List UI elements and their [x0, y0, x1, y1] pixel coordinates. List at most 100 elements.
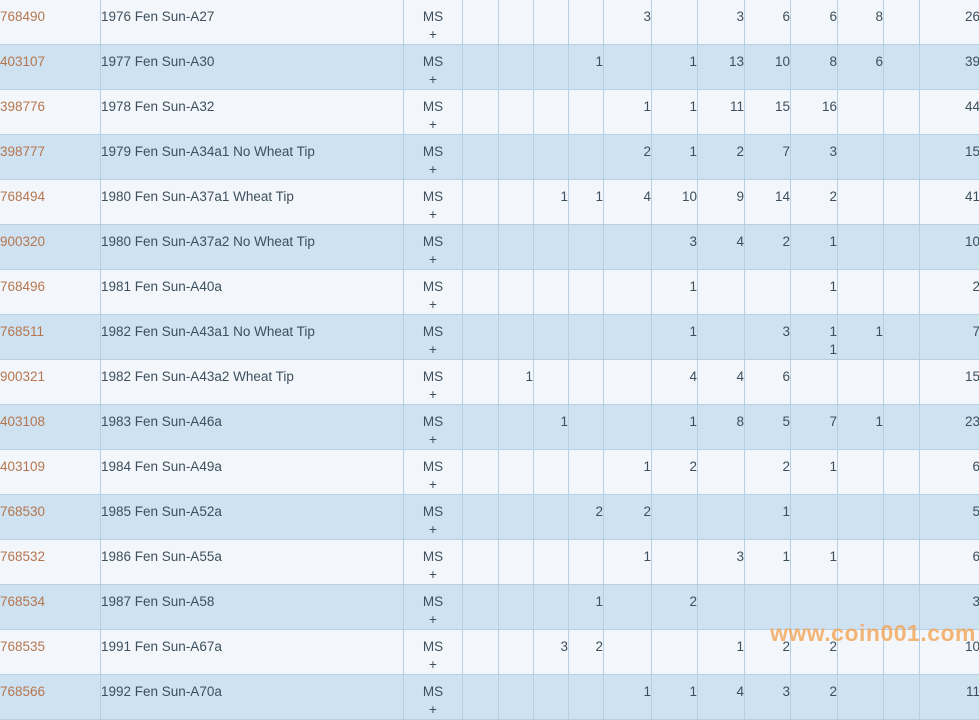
total-cell: 26: [920, 0, 979, 45]
designation-label: MS: [404, 412, 462, 431]
grade-count-value: 1: [652, 682, 697, 701]
grade-count-value: 4: [698, 682, 744, 701]
grade-count-cell: 1: [652, 135, 698, 180]
grade-count-cell: [534, 45, 569, 90]
cert-id-link[interactable]: 768511: [0, 324, 44, 339]
grade-count-value: 2: [652, 592, 697, 611]
grade-count-value: 1: [791, 457, 837, 476]
cert-id-link[interactable]: 768490: [0, 9, 45, 24]
grade-count-cell: 1: [534, 405, 569, 450]
grade-designation-cell: MS+: [404, 270, 463, 315]
coin-description: 1986 Fen Sun-A55a: [101, 540, 404, 585]
cert-id-link[interactable]: 403108: [0, 414, 45, 429]
grade-count-cell: [698, 495, 745, 540]
grade-count-cell: [499, 225, 534, 270]
grade-count-cell: [534, 135, 569, 180]
grade-count-cell: [534, 675, 569, 720]
grade-count-value: 1: [838, 412, 883, 431]
cert-id-link[interactable]: 398776: [0, 99, 45, 114]
grade-count-cell: [534, 0, 569, 45]
cert-id-link[interactable]: 900320: [0, 234, 45, 249]
grade-count-value: 8: [698, 412, 744, 431]
grade-count-cell: [652, 495, 698, 540]
grade-count-cell: [569, 360, 604, 405]
grade-count-cell: 1: [604, 450, 652, 495]
grade-count-cell: [463, 450, 499, 495]
grade-count-cell: [499, 405, 534, 450]
cert-id-link[interactable]: 768566: [0, 684, 45, 699]
designation-label: MS: [404, 142, 462, 161]
grade-count-cell: [569, 540, 604, 585]
total-cell: 7: [920, 315, 979, 360]
grade-count-value: 1: [652, 412, 697, 431]
grade-count-value: 3: [652, 232, 697, 251]
grade-count-cell: 1: [791, 270, 838, 315]
grade-count-cell: [604, 225, 652, 270]
grade-count-value: 1: [838, 322, 883, 341]
grade-count-cell: 3: [604, 0, 652, 45]
cert-id-link[interactable]: 403109: [0, 459, 45, 474]
grade-count-value: 2: [698, 142, 744, 161]
cert-id-link[interactable]: 403107: [0, 54, 45, 69]
grade-count-cell: 3: [745, 675, 791, 720]
grade-count-cell: [569, 135, 604, 180]
total-cell: 2: [920, 270, 979, 315]
grade-count-cell: 8: [838, 0, 884, 45]
grade-designation-cell: MS+: [404, 315, 463, 360]
grade-count-cell: 3: [791, 135, 838, 180]
designation-label: MS: [404, 232, 462, 251]
grade-count-value: 1: [791, 322, 837, 341]
grade-count-value: 11: [698, 97, 744, 116]
grade-count-cell: 1: [791, 450, 838, 495]
grade-count-value: 2: [745, 637, 790, 656]
designation-label: MS: [404, 187, 462, 206]
cert-id-cell: 398777: [0, 135, 101, 180]
cert-id-cell: 403107: [0, 45, 101, 90]
designation-label: MS: [404, 592, 462, 611]
grade-count-value: 1: [569, 592, 603, 611]
grade-count-value: 1: [791, 232, 837, 251]
designation-label: MS: [404, 97, 462, 116]
coin-description: 1978 Fen Sun-A32: [101, 90, 404, 135]
coin-description: 1985 Fen Sun-A52a: [101, 495, 404, 540]
grade-count-value: 7: [745, 142, 790, 161]
plus-designation-label: +: [404, 296, 462, 314]
grade-count-cell: 6: [838, 45, 884, 90]
grade-count-cell: 3: [698, 540, 745, 585]
cert-id-link[interactable]: 768494: [0, 189, 45, 204]
total-cell: 10: [920, 225, 979, 270]
cert-id-link[interactable]: 768496: [0, 279, 45, 294]
cert-id-link[interactable]: 768532: [0, 549, 45, 564]
grade-count-cell: [884, 135, 920, 180]
grade-count-cell: 4: [698, 675, 745, 720]
grade-count-cell: 1: [499, 360, 534, 405]
plus-designation-label: +: [404, 386, 462, 404]
cert-id-cell: 768490: [0, 0, 101, 45]
grade-count-cell: 1: [745, 495, 791, 540]
cert-id-link[interactable]: 768530: [0, 504, 45, 519]
grade-count-cell: [884, 45, 920, 90]
cert-id-link[interactable]: 900321: [0, 369, 45, 384]
grade-count-cell: [884, 90, 920, 135]
cert-id-link[interactable]: 768535: [0, 639, 45, 654]
cert-id-cell: 768496: [0, 270, 101, 315]
grade-count-cell: 1: [791, 540, 838, 585]
grade-count-value: 16: [791, 97, 837, 116]
grade-count-value: 9: [698, 187, 744, 206]
grade-count-value: 4: [698, 232, 744, 251]
grade-count-value: 6: [745, 367, 790, 386]
cert-id-cell: 768530: [0, 495, 101, 540]
grade-count-cell: [604, 270, 652, 315]
grade-count-cell: 2: [791, 180, 838, 225]
grade-count-value: 5: [745, 412, 790, 431]
grade-count-value: 4: [698, 367, 744, 386]
cert-id-cell: 768511: [0, 315, 101, 360]
cert-id-link[interactable]: 398777: [0, 144, 45, 159]
grade-count-value: 1: [652, 97, 697, 116]
grade-count-cell: 2: [652, 585, 698, 630]
total-cell: 39: [920, 45, 979, 90]
cert-id-link[interactable]: 768534: [0, 594, 45, 609]
grade-count-value: 2: [569, 637, 603, 656]
